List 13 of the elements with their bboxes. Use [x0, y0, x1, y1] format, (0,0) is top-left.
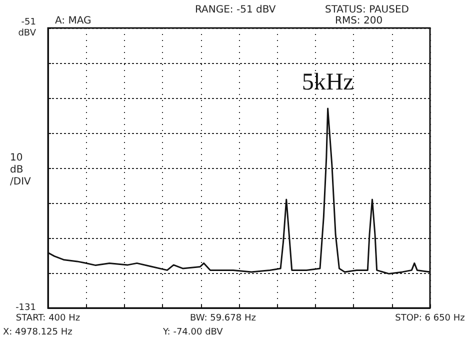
annotation: 5kHz — [302, 70, 354, 96]
text: X: 4978.125 Hz — [3, 328, 73, 338]
y-axis-title: 10 dB /DIV — [10, 152, 32, 188]
text: RANGE: -51 dBV — [195, 4, 276, 16]
x-axis-title: BW: 59.678 Hz — [190, 314, 256, 324]
text: RMS: 200 — [335, 16, 383, 26]
text: A: MAG — [55, 16, 92, 26]
y-tick-label: -51 dBV — [18, 18, 37, 38]
y-tick-label: -131 — [16, 303, 36, 313]
text: STATUS: PAUSED — [325, 4, 410, 16]
x-tick-label: STOP: 6 650 Hz — [395, 314, 466, 324]
text: Y: -74.00 dBV — [162, 328, 224, 338]
x-tick-label: START: 400 Hz — [16, 314, 80, 324]
